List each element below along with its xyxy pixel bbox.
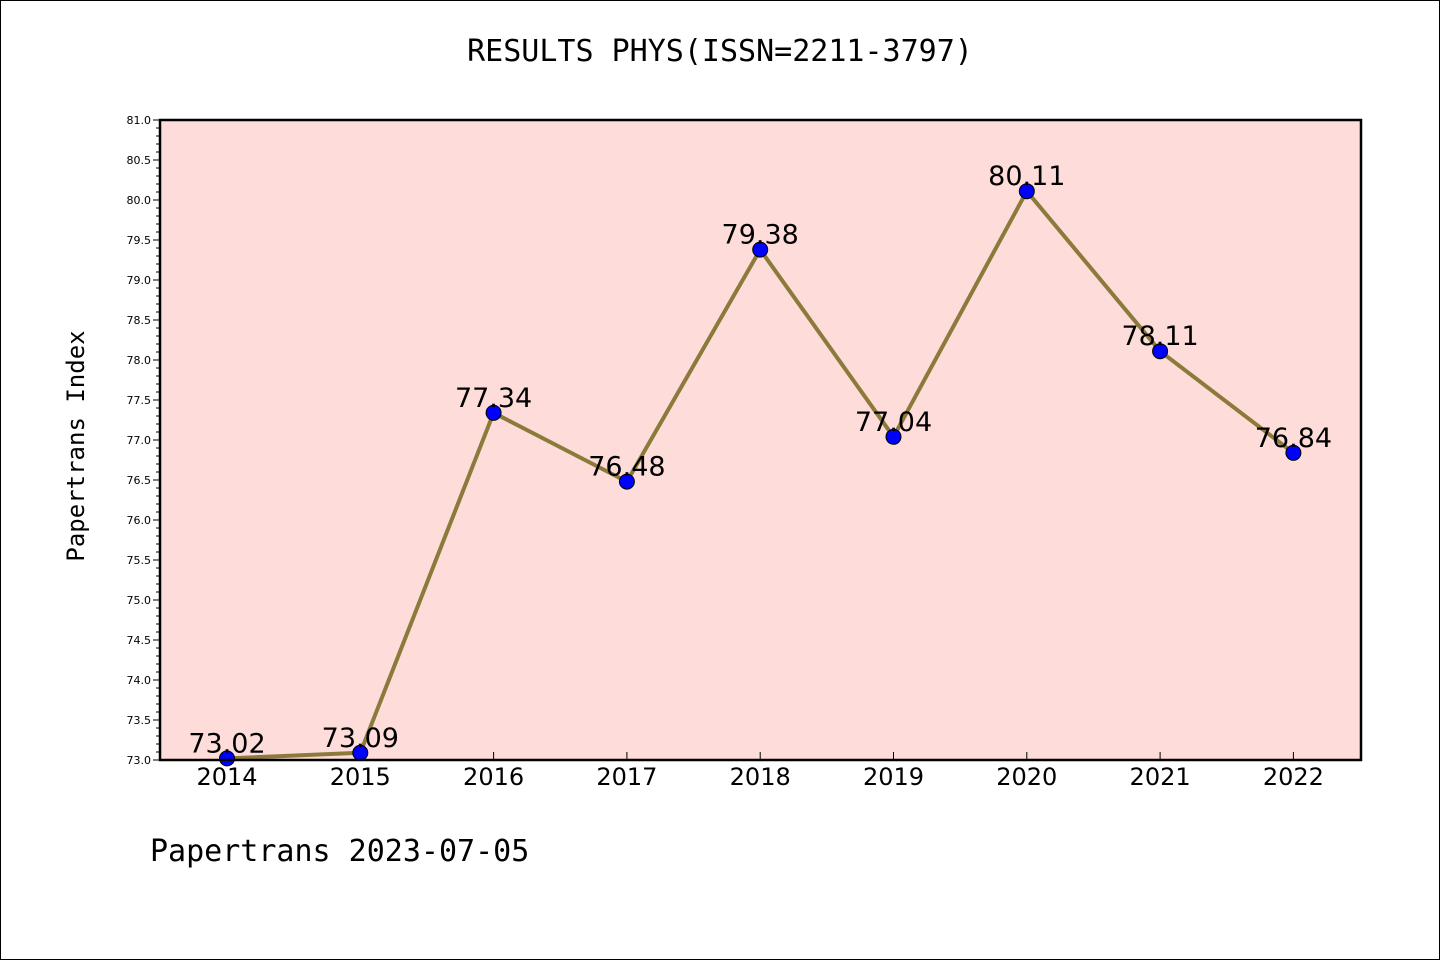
x-tick-label: 2014 [196, 763, 257, 791]
data-labels: 73.02 73.09 77.34 76.48 79.38 77.04 80.11 78.11… [188, 161, 1332, 759]
data-point [752, 241, 769, 258]
data-markers [219, 183, 1302, 767]
y-tick-label: 77.0 [127, 434, 152, 447]
data-point [485, 404, 502, 421]
data-label: 77.04 [855, 407, 932, 438]
y-tick-label: 81.0 [127, 114, 152, 127]
y-tick-label: 73.0 [127, 754, 152, 767]
x-tick-label: 2022 [1263, 763, 1324, 791]
y-tick-label: 79.0 [127, 274, 152, 287]
x-tick-label: 2017 [596, 763, 657, 791]
x-tick-label: 2021 [1130, 763, 1191, 791]
data-label: 76.84 [1255, 423, 1332, 454]
data-label: 80.11 [988, 161, 1065, 192]
x-tick-label: 2019 [863, 763, 924, 791]
y-tick-label: 74.0 [127, 674, 152, 687]
y-tick-label: 80.0 [127, 194, 152, 207]
y-tick-label: 76.5 [127, 474, 152, 487]
x-tick-label: 2020 [996, 763, 1057, 791]
chart-title: RESULTS PHYS(ISSN=2211-3797) [467, 34, 973, 69]
y-tick-label: 76.0 [127, 514, 152, 527]
plot-border [158, 118, 1363, 762]
y-tick-label: 78.5 [127, 314, 152, 327]
data-label: 78.11 [1121, 321, 1198, 352]
data-label: 73.09 [322, 723, 399, 754]
footer-note: Papertrans 2023-07-05 [150, 834, 530, 869]
data-label: 76.48 [588, 452, 665, 483]
x-axis: 2014 2015 2016 2017 2018 2019 2020 2021 2022 [196, 752, 1324, 791]
y-tick-label: 77.5 [127, 394, 152, 407]
y-tick-label: 75.5 [127, 554, 152, 567]
data-label: 73.02 [188, 728, 265, 759]
data-point [885, 428, 902, 445]
data-point [1285, 444, 1302, 461]
y-tick-label: 78.0 [127, 354, 152, 367]
y-tick-label: 74.5 [127, 634, 152, 647]
data-point [1152, 343, 1169, 360]
data-label: 79.38 [722, 220, 799, 251]
y-tick-label: 79.5 [127, 234, 152, 247]
y-axis: 73.0 73.5 74.0 74.5 75.0 75.5 76.0 76.5 77.0 77.5… [127, 114, 160, 767]
plot-area [160, 120, 1361, 760]
data-point [219, 750, 235, 767]
data-point [1018, 183, 1035, 200]
x-tick-label: 2016 [463, 763, 524, 791]
y-tick-label: 80.5 [127, 154, 152, 167]
data-label: 77.34 [455, 383, 532, 414]
y-tick-label: 73.5 [127, 714, 152, 727]
x-tick-label: 2018 [730, 763, 791, 791]
x-tick-label: 2015 [330, 763, 391, 791]
y-tick-label: 75.0 [127, 594, 152, 607]
data-point [618, 473, 635, 490]
